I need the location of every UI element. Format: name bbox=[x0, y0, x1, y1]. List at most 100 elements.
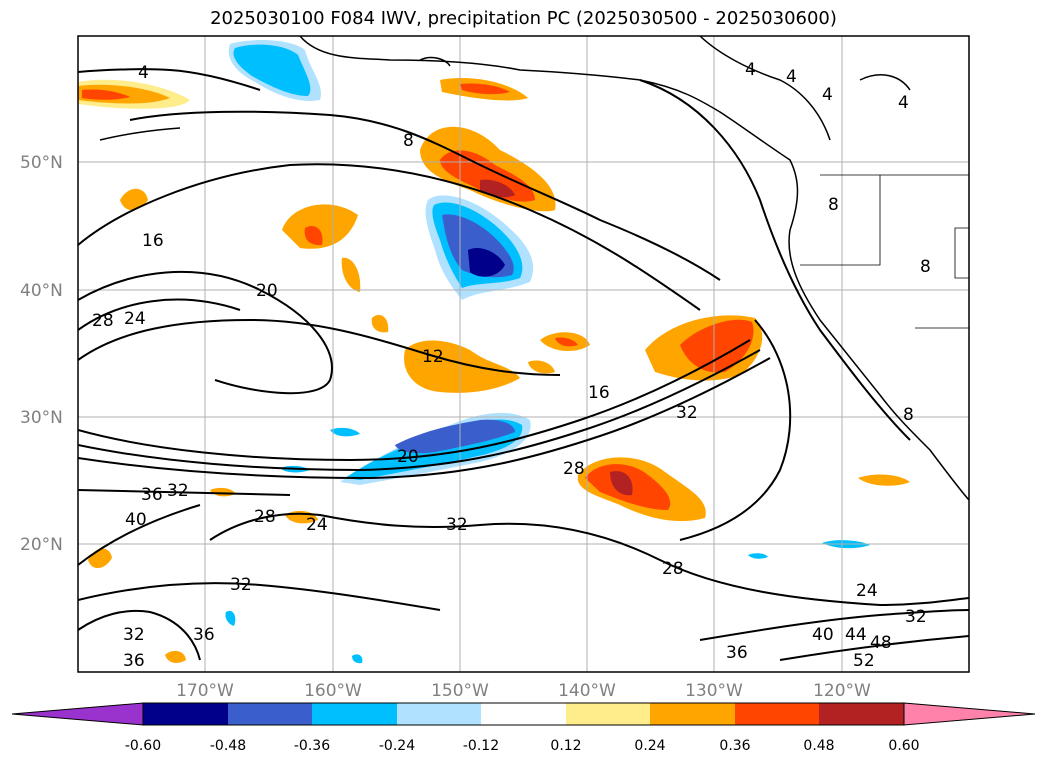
contour-label: 48 bbox=[870, 633, 892, 653]
contour-40 bbox=[78, 504, 201, 566]
colorbar-segment bbox=[143, 703, 228, 725]
country-borders bbox=[800, 174, 969, 329]
contour-label: 40 bbox=[125, 510, 147, 530]
contour-label: 28 bbox=[92, 311, 114, 331]
jet-contour-c bbox=[78, 357, 771, 480]
colorbar-segment bbox=[735, 703, 819, 725]
lat-label: 30°N bbox=[20, 408, 63, 428]
coastlines bbox=[99, 36, 969, 501]
lon-label: 170°W bbox=[176, 681, 234, 701]
contour-label: 36 bbox=[193, 625, 215, 645]
contour-24 bbox=[78, 298, 241, 331]
jet-contour-a bbox=[78, 339, 751, 462]
contour-label: 28 bbox=[662, 559, 684, 579]
contour-label: 16 bbox=[588, 383, 610, 403]
lat-label: 50°N bbox=[20, 153, 63, 173]
longitude-labels: 170°W 160°W 150°W 140°W 130°W 120°W bbox=[176, 681, 871, 701]
latitude-labels: 50°N 40°N 30°N 20°N bbox=[20, 153, 63, 555]
colorbar-tick-label: 0.36 bbox=[719, 738, 750, 754]
jet-contour-b bbox=[78, 349, 761, 472]
contour-se bbox=[699, 609, 969, 641]
contour-label: 24 bbox=[124, 309, 146, 329]
patch-west-mid bbox=[282, 204, 358, 249]
contour-label: 32 bbox=[446, 515, 468, 535]
plot-area: 4 4 4 4 4 8 8 8 8 12 16 16 20 20 24 24 2… bbox=[78, 36, 969, 672]
colorbar-segment bbox=[650, 703, 735, 725]
colorbar-tick-label: 0.60 bbox=[888, 738, 919, 754]
contour-label: 24 bbox=[306, 515, 328, 535]
contour-labels: 4 4 4 4 4 8 8 8 8 12 16 16 20 20 24 24 2… bbox=[92, 60, 931, 671]
contour-label: 20 bbox=[397, 447, 419, 467]
colorbar-tick-label: 0.24 bbox=[634, 738, 665, 754]
contour-label: 52 bbox=[853, 651, 875, 671]
colorbar-tick-label: 0.48 bbox=[803, 738, 834, 754]
contour-4 bbox=[78, 68, 261, 91]
contour-label: 4 bbox=[138, 63, 149, 83]
contour-label: 8 bbox=[920, 257, 931, 277]
colorbar-frame bbox=[142, 702, 905, 726]
contour-label: 4 bbox=[822, 85, 833, 105]
north-america-coast bbox=[299, 36, 969, 501]
contour-label: 44 bbox=[845, 625, 867, 645]
lon-label: 150°W bbox=[431, 681, 489, 701]
colorbar-extend-low bbox=[11, 702, 144, 726]
contour-label: 20 bbox=[256, 281, 278, 301]
contour-label: 8 bbox=[403, 131, 414, 151]
colorbar-tick-label: -0.24 bbox=[379, 738, 415, 754]
plot-frame bbox=[77, 35, 970, 673]
colorbar-tick-label: -0.60 bbox=[125, 738, 161, 754]
contour-label: 36 bbox=[123, 651, 145, 671]
patch-central bbox=[404, 340, 520, 393]
colorbar-segment bbox=[819, 703, 904, 725]
contour-label: 8 bbox=[828, 195, 839, 215]
map-title: 2025030100 F084 IWV, precipitation PC (2… bbox=[210, 8, 837, 29]
contour-label: 4 bbox=[898, 93, 909, 113]
contour-28-south bbox=[209, 512, 969, 607]
colorbar-segment bbox=[481, 703, 566, 725]
alaska-islands bbox=[99, 127, 181, 141]
contour-label: 8 bbox=[903, 405, 914, 425]
contour-label: 28 bbox=[254, 507, 276, 527]
lon-label: 130°W bbox=[685, 681, 743, 701]
contour-label: 32 bbox=[676, 403, 698, 423]
contour-16 bbox=[78, 163, 701, 311]
contour-label: 32 bbox=[167, 481, 189, 501]
contour-12 bbox=[78, 318, 561, 376]
contour-label: 36 bbox=[141, 485, 163, 505]
colorbar-segment bbox=[397, 703, 481, 725]
iwv-contours bbox=[78, 68, 969, 661]
contour-label: 32 bbox=[123, 625, 145, 645]
contour-coast bbox=[639, 79, 911, 441]
lat-label: 40°N bbox=[20, 281, 63, 301]
colorbar-segment bbox=[228, 703, 312, 725]
lon-label: 160°W bbox=[304, 681, 362, 701]
contour-label: 4 bbox=[786, 67, 797, 87]
contour-8 bbox=[129, 110, 721, 281]
colorbar-extend-high bbox=[903, 702, 1036, 726]
contour-label: 32 bbox=[905, 607, 927, 627]
lon-label: 120°W bbox=[813, 681, 871, 701]
contour-32-south bbox=[78, 582, 441, 611]
lat-label: 20°N bbox=[20, 535, 63, 555]
contour-20 bbox=[78, 270, 333, 395]
contour-label: 32 bbox=[230, 575, 252, 595]
contour-label: 12 bbox=[422, 347, 444, 367]
colorbar-tick-label: 0.12 bbox=[550, 738, 581, 754]
colorbar-tick-label: -0.36 bbox=[294, 738, 330, 754]
lon-label: 140°W bbox=[558, 681, 616, 701]
contour-east bbox=[679, 319, 792, 541]
contour-label: 36 bbox=[726, 643, 748, 663]
colorbar: -0.60 -0.48 -0.36 -0.24 -0.12 0.12 0.24 … bbox=[11, 702, 1036, 754]
graticule bbox=[78, 36, 969, 672]
colorbar-tick-label: -0.12 bbox=[463, 738, 499, 754]
contour-label: 4 bbox=[745, 60, 756, 80]
colorbar-segment bbox=[312, 703, 397, 725]
contour-label: 24 bbox=[856, 581, 878, 601]
colorbar-tick-label: -0.48 bbox=[210, 738, 246, 754]
contour-label: 28 bbox=[563, 459, 585, 479]
colorbar-segment bbox=[566, 703, 650, 725]
contour-label: 16 bbox=[142, 231, 164, 251]
contour-36 bbox=[78, 489, 291, 496]
contour-label: 40 bbox=[812, 625, 834, 645]
